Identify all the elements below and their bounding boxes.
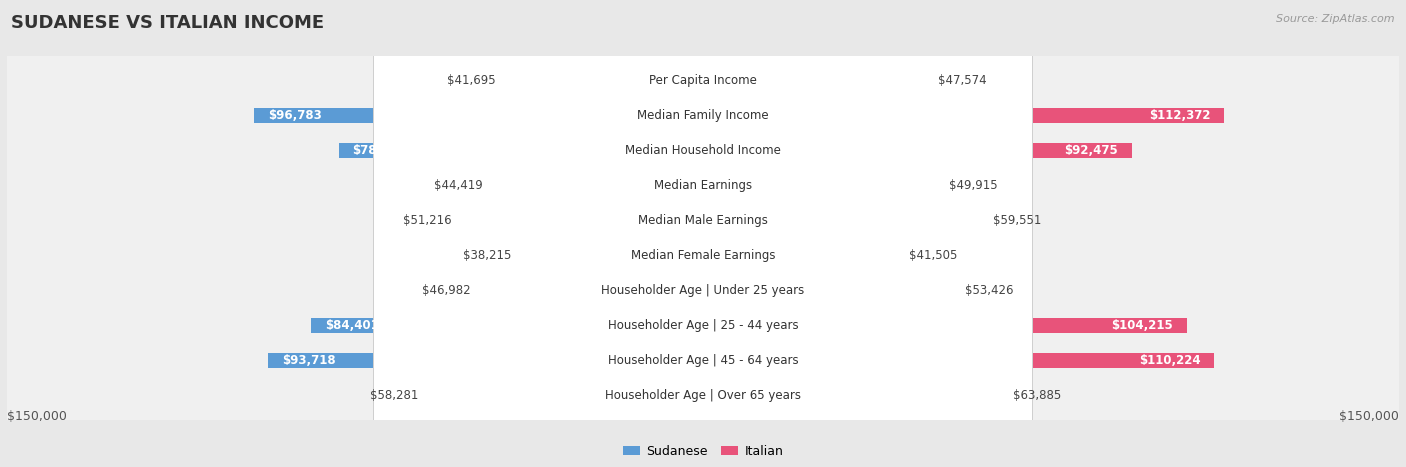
Bar bbox=[703, 108, 1225, 123]
Bar bbox=[703, 213, 980, 228]
Text: $104,215: $104,215 bbox=[1111, 319, 1173, 332]
Bar bbox=[703, 388, 1000, 403]
Bar bbox=[433, 388, 703, 403]
FancyBboxPatch shape bbox=[374, 0, 1032, 467]
Text: Median Female Earnings: Median Female Earnings bbox=[631, 249, 775, 262]
FancyBboxPatch shape bbox=[374, 0, 1032, 467]
Bar bbox=[485, 283, 703, 298]
Text: Householder Age | Over 65 years: Householder Age | Over 65 years bbox=[605, 389, 801, 402]
Bar bbox=[703, 318, 1187, 333]
FancyBboxPatch shape bbox=[374, 0, 1032, 467]
Bar bbox=[496, 178, 703, 193]
Bar bbox=[703, 73, 924, 88]
Text: Median Male Earnings: Median Male Earnings bbox=[638, 214, 768, 227]
Bar bbox=[703, 353, 1215, 368]
Bar bbox=[703, 143, 1132, 158]
Text: $41,505: $41,505 bbox=[910, 249, 957, 262]
Text: $44,419: $44,419 bbox=[434, 179, 484, 192]
Text: $53,426: $53,426 bbox=[965, 284, 1014, 297]
Text: Householder Age | Under 25 years: Householder Age | Under 25 years bbox=[602, 284, 804, 297]
FancyBboxPatch shape bbox=[374, 0, 1032, 467]
Text: Median Earnings: Median Earnings bbox=[654, 179, 752, 192]
Legend: Sudanese, Italian: Sudanese, Italian bbox=[623, 445, 783, 458]
FancyBboxPatch shape bbox=[374, 0, 1032, 467]
Bar bbox=[526, 248, 703, 263]
Bar bbox=[465, 213, 703, 228]
Bar bbox=[703, 283, 950, 298]
Text: $47,574: $47,574 bbox=[938, 74, 986, 87]
Bar bbox=[254, 108, 703, 123]
Text: $49,915: $49,915 bbox=[949, 179, 997, 192]
Text: Householder Age | 45 - 64 years: Householder Age | 45 - 64 years bbox=[607, 354, 799, 367]
Text: $63,885: $63,885 bbox=[1014, 389, 1062, 402]
Text: $110,224: $110,224 bbox=[1139, 354, 1201, 367]
FancyBboxPatch shape bbox=[374, 0, 1032, 467]
Text: Per Capita Income: Per Capita Income bbox=[650, 74, 756, 87]
Bar bbox=[703, 178, 935, 193]
Text: $92,475: $92,475 bbox=[1064, 144, 1118, 157]
FancyBboxPatch shape bbox=[374, 0, 1032, 467]
Text: $51,216: $51,216 bbox=[404, 214, 451, 227]
Text: SUDANESE VS ITALIAN INCOME: SUDANESE VS ITALIAN INCOME bbox=[11, 14, 325, 32]
FancyBboxPatch shape bbox=[374, 0, 1032, 467]
Text: $41,695: $41,695 bbox=[447, 74, 496, 87]
FancyBboxPatch shape bbox=[374, 0, 1032, 467]
Text: $38,215: $38,215 bbox=[464, 249, 512, 262]
Text: $58,281: $58,281 bbox=[370, 389, 419, 402]
Text: $78,529: $78,529 bbox=[353, 144, 406, 157]
Text: $46,982: $46,982 bbox=[422, 284, 471, 297]
Text: $112,372: $112,372 bbox=[1149, 109, 1211, 122]
Bar bbox=[311, 318, 703, 333]
Text: Source: ZipAtlas.com: Source: ZipAtlas.com bbox=[1277, 14, 1395, 24]
Text: $93,718: $93,718 bbox=[283, 354, 336, 367]
FancyBboxPatch shape bbox=[374, 0, 1032, 467]
Text: $150,000: $150,000 bbox=[7, 410, 67, 423]
Bar bbox=[703, 248, 896, 263]
Text: $96,783: $96,783 bbox=[269, 109, 322, 122]
Text: Median Family Income: Median Family Income bbox=[637, 109, 769, 122]
Bar bbox=[339, 143, 703, 158]
Text: $150,000: $150,000 bbox=[1339, 410, 1399, 423]
Bar bbox=[509, 73, 703, 88]
Text: $84,401: $84,401 bbox=[325, 319, 380, 332]
Bar bbox=[269, 353, 703, 368]
Text: Householder Age | 25 - 44 years: Householder Age | 25 - 44 years bbox=[607, 319, 799, 332]
Text: $59,551: $59,551 bbox=[993, 214, 1042, 227]
Text: Median Household Income: Median Household Income bbox=[626, 144, 780, 157]
